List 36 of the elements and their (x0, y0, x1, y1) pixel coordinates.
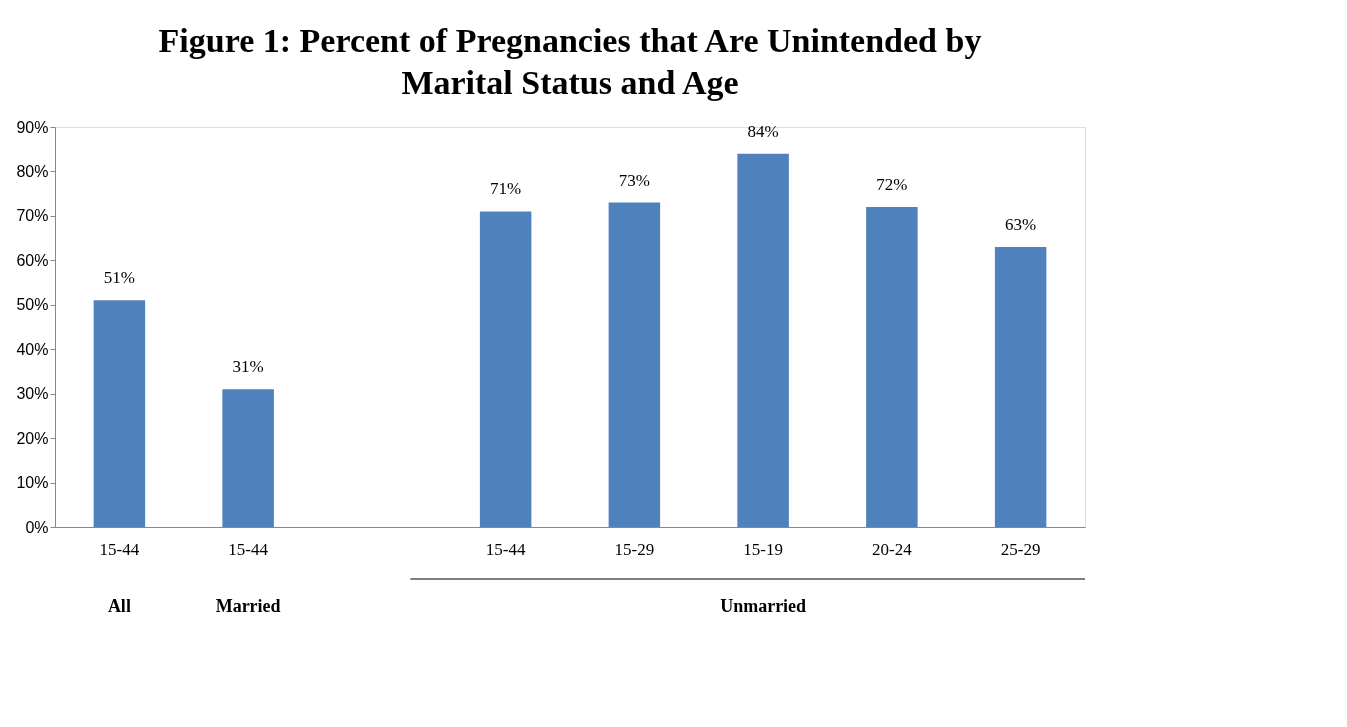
text: All (107, 596, 131, 616)
bar (866, 207, 918, 527)
y-tick-label: 20% (16, 429, 49, 447)
bar (479, 211, 532, 527)
y-tick-label: 30% (16, 385, 49, 403)
bar (737, 153, 789, 527)
x-tick-label: 20-24 (872, 539, 913, 559)
data-label: 72% (876, 175, 908, 194)
y-tick-label: 0% (25, 518, 49, 536)
x-tick-label: 15-44 (228, 539, 269, 559)
x-tick-label: 15-19 (743, 539, 783, 559)
bar (93, 300, 146, 527)
data-label: 73% (618, 170, 650, 190)
x-tick-label: 25-29 (1000, 539, 1041, 559)
x-tick-label: 15-44 (99, 539, 140, 559)
data-label: 71% (490, 179, 522, 199)
data-label: 51% (103, 268, 135, 288)
y-tick-label: 70% (16, 207, 49, 225)
y-tick-label: 90% (16, 118, 49, 136)
x-tick-label: 15-44 (485, 539, 526, 559)
bar (994, 247, 1047, 527)
y-tick-label: 40% (16, 340, 49, 358)
y-tick-label: 60% (16, 251, 49, 269)
y-tick-label: 50% (16, 296, 49, 314)
text: Figure 1: Percent of Pregnancies that Are Unintended by (158, 22, 982, 59)
data-label: 31% (232, 357, 264, 377)
text: Unmarried (720, 596, 807, 616)
y-tick-label: 80% (16, 162, 49, 180)
data-label: 63% (1005, 215, 1037, 234)
text: Marital Status and Age (401, 64, 739, 101)
text: Married (215, 596, 281, 616)
bar (608, 202, 661, 527)
data-label: 84% (747, 121, 779, 141)
y-tick-label: 10% (16, 474, 49, 492)
x-tick-label: 15-29 (614, 539, 655, 559)
bar (222, 389, 274, 527)
